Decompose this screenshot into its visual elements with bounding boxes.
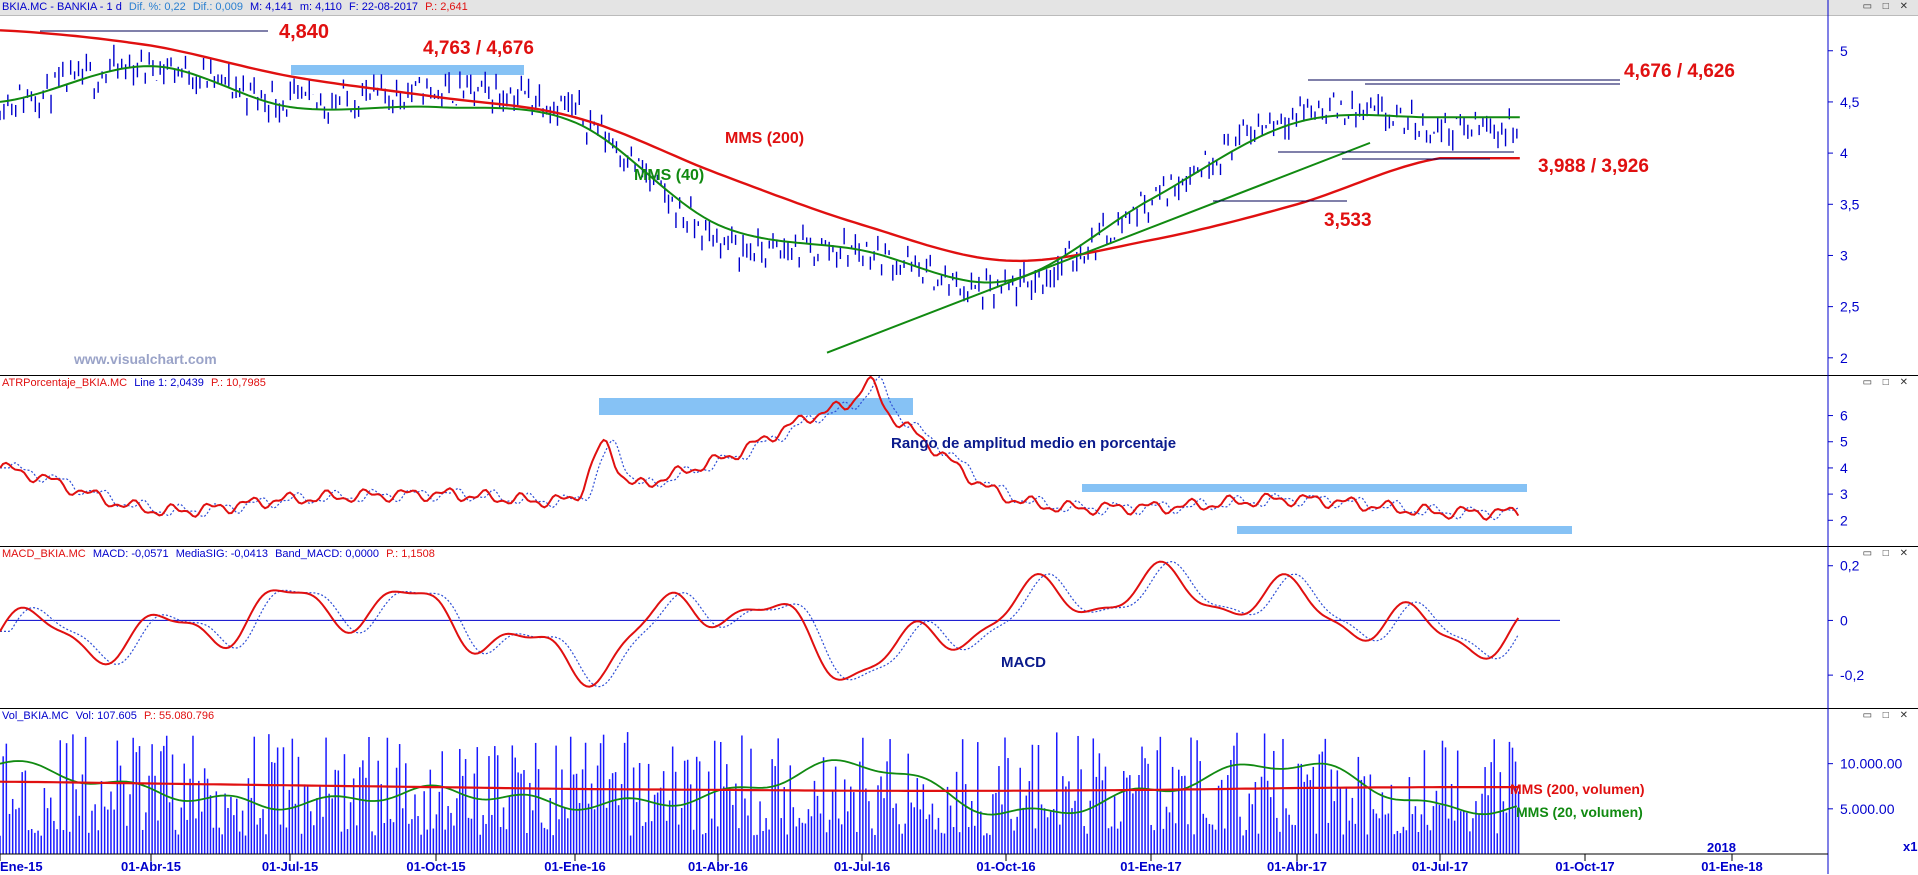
mms200-line xyxy=(0,29,1520,263)
atr-tick-label: 3 xyxy=(1840,486,1848,502)
atr-title: ATRPorcentaje_BKIA.MC Line 1: 2,0439 P.:… xyxy=(2,377,270,390)
atr-window-buttons[interactable]: ▭ □ ✕ xyxy=(1862,377,1912,388)
max-label: M: 4,141 xyxy=(250,1,293,13)
header-bar xyxy=(0,0,1918,16)
vol-mms200-label: MMS (200, volumen) xyxy=(1510,781,1645,797)
price-window-buttons[interactable]: ▭ □ ✕ xyxy=(1862,1,1912,12)
price-tick-label: 3 xyxy=(1840,247,1848,263)
atr-tick-label: 5 xyxy=(1840,434,1848,450)
vol-name: Vol_BKIA.MC xyxy=(2,710,69,722)
price-tick-label: 2 xyxy=(1840,350,1848,366)
atr-high-zone xyxy=(599,398,913,415)
vol-tick-label: 10.000.00 xyxy=(1840,756,1902,772)
x-tick-label: 01-Jul-17 xyxy=(1412,859,1468,874)
vol-legend-vol: Vol: 107.605 xyxy=(75,710,137,722)
atr-line xyxy=(0,376,1520,521)
vol-legend-p: P.: 55.080.796 xyxy=(143,710,215,722)
x-tick-label: 01-Abr-16 xyxy=(688,859,748,874)
price-annotation: 4,676 / 4,626 xyxy=(1624,61,1735,82)
volume-panel: Vol_BKIA.MC Vol: 107.605 P.: 55.080.796 … xyxy=(0,709,1918,875)
x-tick-label: Ene-15 xyxy=(0,859,43,874)
price-bars xyxy=(0,44,1518,310)
atr-upper-zone xyxy=(1082,484,1527,492)
macd-tick-label: 0,2 xyxy=(1840,558,1860,574)
price-panel: BKIA.MC - BANKIA - 1 d Dif. %: 0,22 Dif.… xyxy=(0,0,1918,376)
macd-legend-sig: MediaSIG: -0,0413 xyxy=(175,548,269,560)
atr-tick-label: 6 xyxy=(1840,408,1848,424)
watermark: www.visualchart.com xyxy=(74,351,217,367)
vol-mms200-line xyxy=(0,780,1520,792)
vol-mms20-label: MMS (20, volumen) xyxy=(1516,804,1643,820)
min-label: m: 4,110 xyxy=(299,1,342,13)
price-label: P.: 2,641 xyxy=(425,1,468,13)
price-annotation: 3,988 / 3,926 xyxy=(1538,156,1649,177)
date-label: F: 22-08-2017 xyxy=(348,1,419,13)
volume-bars xyxy=(0,732,1520,854)
price-annotation: MMS (200) xyxy=(725,130,804,147)
price-tick-label: 4 xyxy=(1840,145,1848,161)
price-tick-label: 3,5 xyxy=(1840,196,1860,212)
atr-tick-label: 4 xyxy=(1840,460,1848,476)
atr-tick-label: 2 xyxy=(1840,512,1848,528)
macd-annotation: MACD xyxy=(1001,654,1046,671)
macd-signal-line xyxy=(0,560,1519,688)
price-tick-label: 2,5 xyxy=(1840,299,1860,315)
price-title: BKIA.MC - BANKIA - 1 d Dif. %: 0,22 Dif.… xyxy=(2,1,472,14)
price-annotation: 4,763 / 4,676 xyxy=(423,38,534,59)
macd-legend-p: P.: 1,1508 xyxy=(386,548,435,560)
atr-chart: 6 5 4 3 2 Rango de amplitud medio en porcenta… xyxy=(0,376,1848,547)
price-chart: 5 4,5 4 3,5 3 2,5 2 4,840 4,763 / 4,676 MMS (200)… xyxy=(0,0,1860,376)
price-annotation: 3,533 xyxy=(1324,210,1372,231)
axis-corner-label: x10 xyxy=(1903,839,1918,854)
x-tick-label: 01-Abr-17 xyxy=(1267,859,1327,874)
macd-name: MACD_BKIA.MC xyxy=(2,548,86,560)
volume-chart: 10.000.00 5.000.00 MMS (200, volumen) MMS (… xyxy=(0,709,1918,874)
x-tick-label: 01-Ene-17 xyxy=(1120,859,1181,874)
dif-label: Dif.: 0,009 xyxy=(192,1,243,13)
dif-pct-label: Dif. %: 0,22 xyxy=(128,1,186,13)
volume-title: Vol_BKIA.MC Vol: 107.605 P.: 55.080.796 xyxy=(2,710,218,723)
atr-panel: ATRPorcentaje_BKIA.MC Line 1: 2,0439 P.:… xyxy=(0,376,1918,547)
price-annotation: MMS (40) xyxy=(634,167,704,184)
price-annotation: 4,840 xyxy=(279,21,329,43)
resistance-zone-2015 xyxy=(291,65,524,75)
uptrend-line xyxy=(826,141,1371,354)
atr-lower-zone xyxy=(1237,526,1572,534)
volume-window-buttons[interactable]: ▭ □ ✕ xyxy=(1862,710,1912,721)
symbol-label: BKIA.MC - BANKIA - 1 d xyxy=(2,1,122,13)
vol-mms20-line xyxy=(0,759,1518,816)
macd-legend-band: Band_MACD: 0,0000 xyxy=(275,548,380,560)
year-marker: 2018 xyxy=(1707,840,1736,855)
atr-legend-line: Line 1: 2,0439 xyxy=(134,377,204,389)
x-tick-label: 01-Jul-15 xyxy=(262,859,318,874)
x-tick-label: 01-Oct-15 xyxy=(406,859,465,874)
atr-signal-line xyxy=(0,376,1519,521)
mms40-line xyxy=(0,65,1520,284)
macd-tick-label: 0 xyxy=(1840,612,1848,628)
x-tick-label: 01-Oct-16 xyxy=(976,859,1035,874)
macd-chart: 0,2 0 -0,2 MACD xyxy=(0,547,1864,709)
vol-tick-label: 5.000.00 xyxy=(1840,801,1895,817)
macd-line xyxy=(0,560,1520,688)
price-tick-label: 4,5 xyxy=(1840,94,1860,110)
macd-window-buttons[interactable]: ▭ □ ✕ xyxy=(1862,548,1912,559)
price-tick-label: 5 xyxy=(1840,43,1848,59)
macd-panel: MACD_BKIA.MC MACD: -0,0571 MediaSIG: -0,… xyxy=(0,547,1918,709)
x-tick-label: 01-Oct-17 xyxy=(1555,859,1614,874)
atr-legend-p: P.: 10,7985 xyxy=(210,377,266,389)
x-tick-label: 01-Abr-15 xyxy=(121,859,181,874)
x-tick-label: 01-Ene-18 xyxy=(1701,859,1762,874)
atr-name: ATRPorcentaje_BKIA.MC xyxy=(2,377,128,389)
x-tick-label: 01-Jul-16 xyxy=(834,859,890,874)
macd-title: MACD_BKIA.MC MACD: -0,0571 MediaSIG: -0,… xyxy=(2,548,439,561)
macd-legend-macd: MACD: -0,0571 xyxy=(92,548,169,560)
macd-tick-label: -0,2 xyxy=(1840,667,1864,683)
x-tick-label: 01-Ene-16 xyxy=(544,859,605,874)
atr-annotation: Rango de amplitud medio en porcentaje xyxy=(891,435,1176,452)
